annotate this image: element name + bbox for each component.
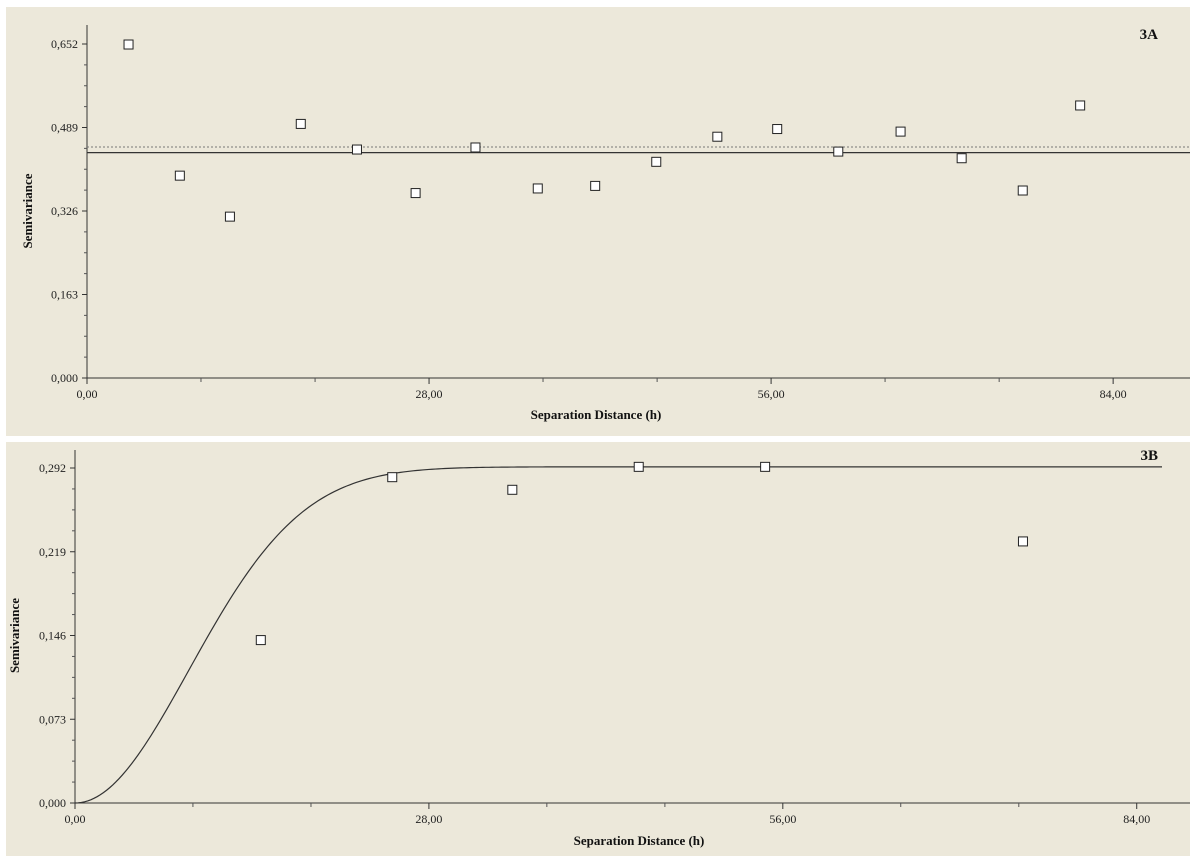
data-point	[174, 170, 185, 181]
y-tick-label: 0,652	[51, 37, 78, 51]
x-tick-label: 28,00	[415, 812, 442, 826]
data-point	[633, 461, 644, 472]
data-point	[772, 124, 783, 135]
data-point	[1017, 185, 1028, 196]
data-point	[410, 188, 421, 199]
data-point	[833, 146, 844, 157]
y-axis-title: Semivariance	[20, 173, 35, 248]
x-tick-label: 28,00	[416, 387, 443, 401]
chart-panel-3a: 0,000 0,163 0,326 0,489 0,652 0,00 28,00 56,00 8…	[6, 7, 1190, 436]
data-point	[956, 153, 967, 164]
data-point	[651, 156, 662, 167]
semivariogram-chart-3b: 0,000 0,073 0,146 0,219 0,292 0,00 28,00 56,00 8…	[7, 448, 1190, 848]
y-tick-label: 0,163	[51, 288, 78, 302]
y-tick-label: 0,000	[51, 371, 78, 385]
x-tick-label: 0,00	[77, 387, 98, 401]
x-tick-label: 56,00	[758, 387, 785, 401]
y-tick-label: 0,292	[39, 461, 66, 475]
data-point	[387, 472, 398, 483]
data-point	[532, 183, 543, 194]
data-point	[1017, 536, 1028, 547]
x-axis-title: Separation Distance (h)	[531, 407, 662, 422]
data-point	[760, 461, 771, 472]
x-tick-label: 84,00	[1123, 812, 1150, 826]
data-point	[590, 180, 601, 191]
data-point	[507, 484, 518, 495]
x-axis-title: Separation Distance (h)	[574, 833, 705, 848]
y-tick-label: 0,073	[39, 712, 66, 726]
data-point	[351, 144, 362, 155]
data-point	[224, 211, 235, 222]
data-point	[123, 39, 134, 50]
data-point	[895, 126, 906, 137]
chart-panel-3b: 0,000 0,073 0,146 0,219 0,292 0,00 28,00 56,00 8…	[6, 442, 1190, 856]
semivariogram-chart-3a: 0,000 0,163 0,326 0,489 0,652 0,00 28,00 56,00 8…	[20, 25, 1190, 422]
y-tick-label: 0,219	[39, 545, 66, 559]
y-tick-label: 0,326	[51, 204, 78, 218]
data-point	[255, 635, 266, 646]
y-tick-label: 0,000	[39, 796, 66, 810]
panel-label: 3A	[1140, 27, 1159, 43]
y-tick-label: 0,146	[39, 629, 66, 643]
panel-label: 3B	[1140, 448, 1158, 464]
data-point	[712, 131, 723, 142]
x-tick-label: 56,00	[769, 812, 796, 826]
x-tick-label: 0,00	[65, 812, 86, 826]
data-point	[470, 142, 481, 153]
y-axis-title: Semivariance	[7, 598, 22, 673]
y-tick-label: 0,489	[51, 121, 78, 135]
data-point	[295, 118, 306, 129]
model-curve	[74, 466, 1162, 804]
data-point	[1075, 100, 1086, 111]
x-tick-label: 84,00	[1100, 387, 1127, 401]
